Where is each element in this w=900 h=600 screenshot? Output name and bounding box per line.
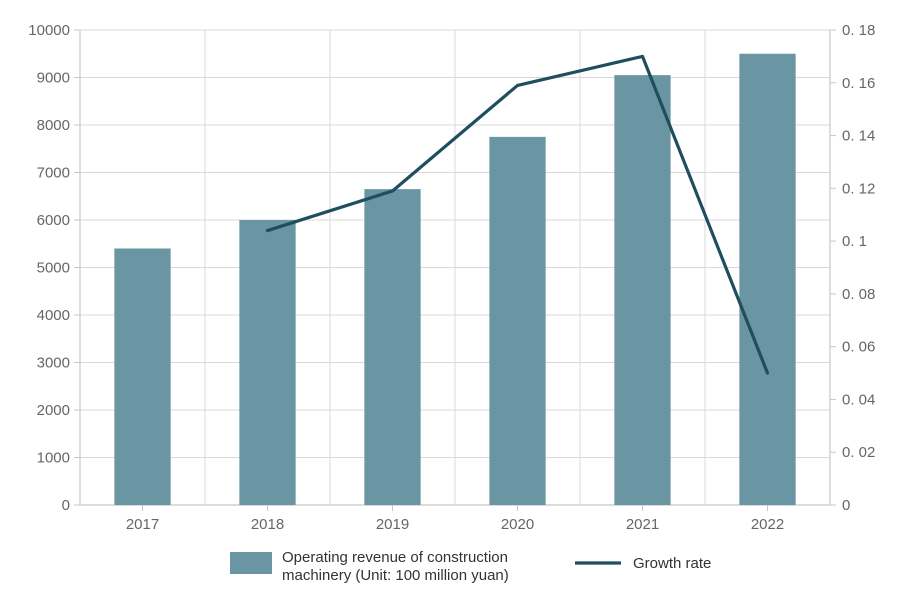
bar xyxy=(364,189,420,505)
y-left-tick-label: 7000 xyxy=(37,165,70,182)
chart-container: 0 1000 2000 3000 4000 5000 6000 7000 8000 9000 100… xyxy=(0,0,900,600)
y-right-tick-label: 0. 04 xyxy=(842,391,875,408)
y-left-tick-label: 0 xyxy=(62,497,70,514)
x-tick-label: 2022 xyxy=(751,516,784,533)
y-left-tick-label: 3000 xyxy=(37,355,70,372)
bar xyxy=(489,137,545,505)
y-right-tick-label: 0. 14 xyxy=(842,128,875,145)
legend-bar-icon xyxy=(230,552,272,574)
y-right-tick-label: 0. 1 xyxy=(842,233,867,250)
x-tick-label: 2021 xyxy=(626,516,659,533)
y-left-tick-label: 5000 xyxy=(37,260,70,277)
bar xyxy=(739,54,795,505)
x-tick-label: 2018 xyxy=(251,516,284,533)
y-left-tick-label: 4000 xyxy=(37,307,70,324)
legend-bar-label: machinery (Unit: 100 million yuan) xyxy=(282,567,509,584)
x-tick-label: 2019 xyxy=(376,516,409,533)
y-right-tick-label: 0. 02 xyxy=(842,444,875,461)
bar xyxy=(239,220,295,505)
y-right-tick-label: 0. 18 xyxy=(842,22,875,39)
y-left-tick-label: 6000 xyxy=(37,212,70,229)
bar xyxy=(114,249,170,506)
y-left-tick-label: 10000 xyxy=(28,22,70,39)
y-right-tick-label: 0. 08 xyxy=(842,286,875,303)
bar xyxy=(614,75,670,505)
combo-chart: 0 1000 2000 3000 4000 5000 6000 7000 8000 9000 100… xyxy=(0,0,900,600)
y-right-tick-label: 0. 06 xyxy=(842,339,875,356)
y-right-tick-label: 0. 16 xyxy=(842,75,875,92)
y-right-tick-label: 0 xyxy=(842,497,850,514)
y-right-tick-label: 0. 12 xyxy=(842,180,875,197)
legend-line-label: Growth rate xyxy=(633,555,711,572)
y-left-tick-label: 8000 xyxy=(37,117,70,134)
y-left-tick-label: 1000 xyxy=(37,450,70,467)
x-tick-label: 2020 xyxy=(501,516,534,533)
y-left-tick-label: 2000 xyxy=(37,402,70,419)
x-tick-label: 2017 xyxy=(126,516,159,533)
y-left-tick-label: 9000 xyxy=(37,70,70,87)
legend-bar-label: Operating revenue of construction xyxy=(282,549,508,566)
